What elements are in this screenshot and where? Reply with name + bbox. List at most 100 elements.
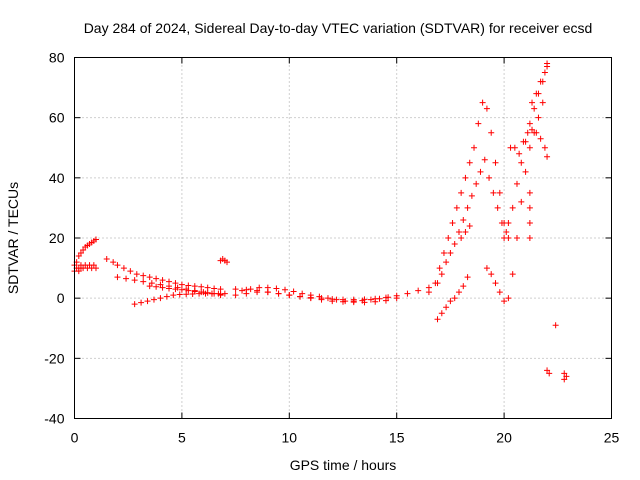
data-point <box>451 241 458 248</box>
data-point <box>198 283 205 290</box>
data-point <box>483 105 490 112</box>
data-point <box>529 99 536 106</box>
data-point <box>80 247 87 254</box>
data-point <box>526 144 533 151</box>
data-point <box>443 304 450 311</box>
data-points <box>71 60 570 383</box>
data-point <box>90 262 97 269</box>
data-point <box>436 265 443 272</box>
data-point <box>232 292 239 299</box>
data-point <box>297 293 304 300</box>
data-point <box>247 286 254 293</box>
data-point <box>483 265 490 272</box>
y-tick-label: -20 <box>44 350 64 366</box>
series-late-rise <box>501 60 551 241</box>
data-point <box>479 99 486 106</box>
data-point <box>185 287 192 294</box>
data-point <box>211 290 218 297</box>
data-point <box>462 228 469 235</box>
data-point <box>563 373 570 380</box>
data-point <box>509 271 516 278</box>
data-point <box>526 235 533 241</box>
data-point <box>453 204 460 211</box>
data-point <box>541 69 548 76</box>
data-point <box>185 282 192 289</box>
data-point <box>526 219 533 226</box>
data-point <box>316 293 323 300</box>
data-point <box>425 289 432 296</box>
series-mid-c <box>239 284 392 305</box>
data-point <box>138 299 145 306</box>
data-point <box>264 284 271 291</box>
x-axis-label: GPS time / hours <box>290 457 397 473</box>
data-point <box>496 189 503 196</box>
data-point <box>114 274 121 281</box>
data-point <box>544 153 551 160</box>
data-point <box>438 310 445 317</box>
data-point <box>526 120 533 127</box>
data-point <box>114 262 121 269</box>
data-point <box>415 287 422 294</box>
data-point <box>92 265 99 272</box>
series-mid-b <box>232 284 432 303</box>
data-point <box>516 150 523 157</box>
series-rise-neg <box>434 274 471 323</box>
data-point <box>217 286 224 293</box>
y-tick-label: 40 <box>49 170 65 186</box>
series-late-drop <box>526 189 533 241</box>
data-point <box>282 286 289 293</box>
data-point <box>342 298 349 305</box>
data-point <box>153 275 160 282</box>
data-point <box>498 219 505 226</box>
data-point <box>176 291 183 298</box>
data-point <box>471 144 478 151</box>
data-point <box>449 219 456 226</box>
y-axis-label: SDTVAR / TECUs <box>5 182 21 294</box>
series-late-top <box>529 63 551 106</box>
data-point <box>501 298 508 305</box>
data-point <box>286 292 293 299</box>
x-tick-label: 20 <box>496 430 512 446</box>
data-point <box>447 298 454 305</box>
data-point <box>159 277 166 284</box>
data-point <box>434 280 441 287</box>
data-point <box>324 295 331 302</box>
series-band-a <box>103 256 224 293</box>
data-point <box>172 280 179 287</box>
data-point <box>273 285 280 292</box>
data-point <box>170 292 177 299</box>
data-point <box>123 275 130 282</box>
data-point <box>468 192 475 199</box>
data-point <box>518 159 525 166</box>
data-point <box>518 198 525 205</box>
data-point <box>561 376 568 383</box>
data-point <box>434 316 441 323</box>
data-point <box>144 298 151 305</box>
data-point <box>221 290 228 297</box>
series-dip-recover <box>483 99 546 305</box>
data-point <box>127 268 134 275</box>
x-tick-label: 5 <box>178 430 186 446</box>
data-point <box>178 281 185 288</box>
series-mid-20 <box>458 222 473 241</box>
data-point <box>359 297 366 304</box>
data-point <box>191 288 198 295</box>
series-mid-a <box>232 286 400 306</box>
data-point <box>256 284 263 291</box>
data-point <box>526 189 533 196</box>
data-point <box>204 284 211 291</box>
data-point <box>239 287 246 294</box>
data-point <box>455 289 462 296</box>
data-point <box>438 271 445 278</box>
data-point <box>307 292 314 299</box>
data-point <box>520 138 527 145</box>
data-point <box>75 253 82 260</box>
data-point <box>466 159 473 166</box>
data-point <box>159 284 166 291</box>
data-point <box>445 235 452 241</box>
data-point <box>552 322 559 329</box>
series-late-cluster <box>507 126 551 160</box>
data-point <box>503 228 510 235</box>
y-tick-label: 0 <box>57 290 65 306</box>
